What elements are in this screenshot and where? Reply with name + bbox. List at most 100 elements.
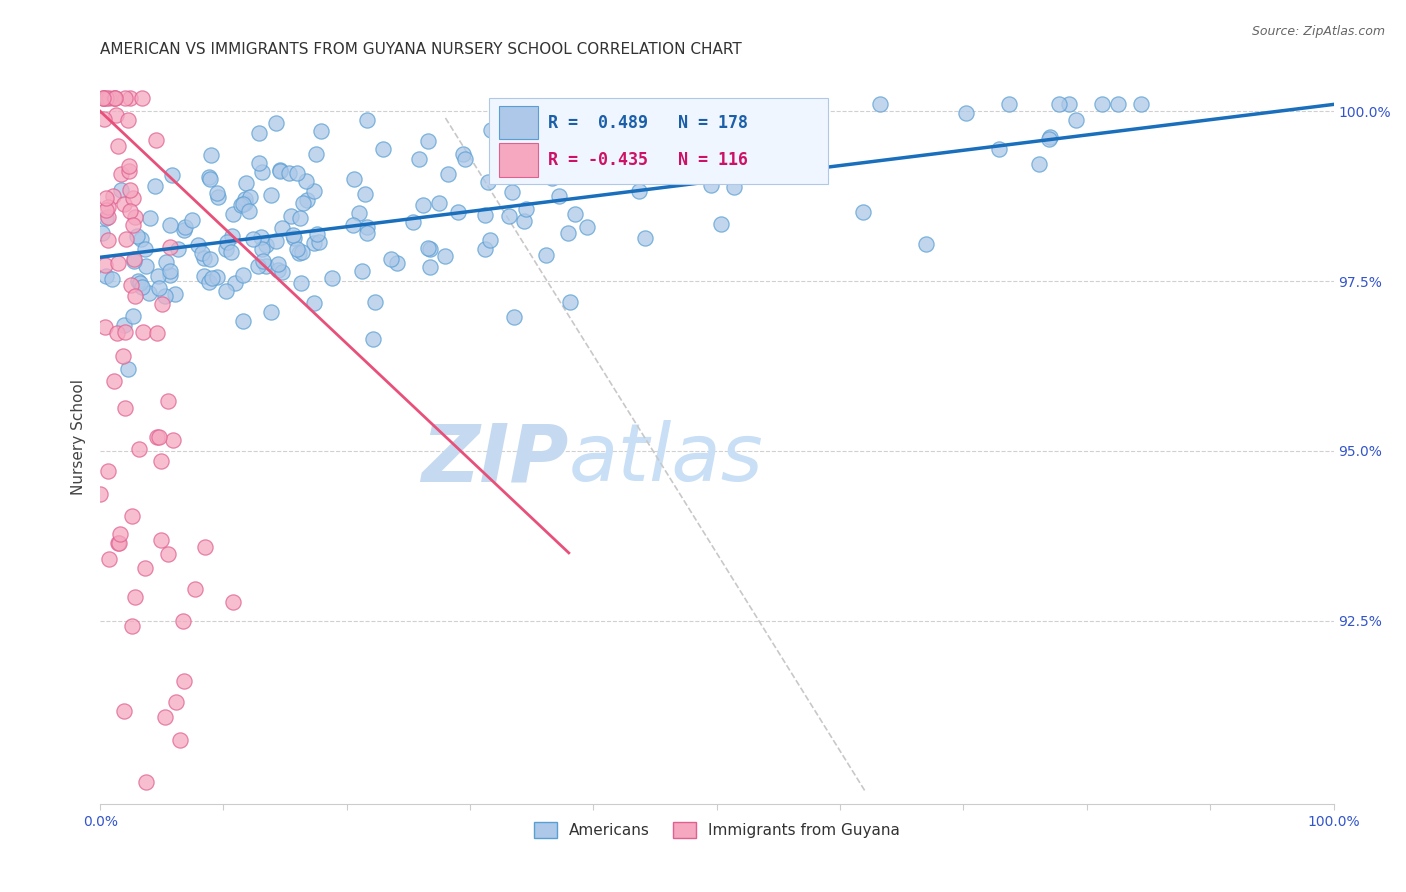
Point <box>149 533 172 547</box>
Point <box>97 551 120 566</box>
Point <box>269 163 291 178</box>
FancyBboxPatch shape <box>499 143 538 177</box>
Point <box>501 185 523 199</box>
Point <box>91 227 114 241</box>
Point <box>513 214 536 228</box>
Point <box>129 232 152 246</box>
Point <box>354 186 377 201</box>
Point <box>97 200 120 214</box>
Point <box>785 166 807 180</box>
Point <box>249 229 271 244</box>
Y-axis label: Nursery School: Nursery School <box>72 379 86 495</box>
Point <box>555 157 578 171</box>
Point <box>180 213 202 227</box>
Point <box>232 196 254 211</box>
Text: atlas: atlas <box>569 420 763 499</box>
Point <box>114 401 136 415</box>
Point <box>134 561 156 575</box>
Point <box>118 164 141 178</box>
Point <box>288 245 311 260</box>
Point <box>249 126 271 140</box>
Point <box>412 198 434 212</box>
Point <box>987 141 1010 155</box>
Point <box>159 218 181 232</box>
Point <box>183 582 205 596</box>
Point <box>1064 113 1087 128</box>
Point <box>321 271 343 285</box>
Text: ZIP: ZIP <box>422 420 569 499</box>
Point <box>252 254 274 268</box>
Point <box>285 166 308 180</box>
Point <box>117 112 139 127</box>
Point <box>955 106 977 120</box>
Point <box>155 289 177 303</box>
Point <box>104 90 127 104</box>
Point <box>122 310 145 324</box>
Point <box>91 90 114 104</box>
Point <box>207 190 229 204</box>
Point <box>536 163 558 178</box>
Point <box>1107 97 1129 112</box>
Point <box>710 217 733 231</box>
Point <box>495 106 517 120</box>
Point <box>271 220 294 235</box>
Point <box>162 168 184 182</box>
Point <box>254 259 277 273</box>
Point <box>242 232 264 246</box>
Point <box>616 168 638 182</box>
Point <box>557 226 579 240</box>
Point <box>172 614 194 628</box>
Point <box>94 211 117 226</box>
Point <box>418 241 440 255</box>
Point <box>534 248 557 262</box>
Point <box>114 325 136 339</box>
Point <box>451 146 474 161</box>
Point <box>112 349 135 363</box>
Point <box>277 166 299 180</box>
Point <box>219 244 242 259</box>
Point <box>221 207 243 221</box>
Point <box>193 268 215 283</box>
Point <box>118 90 141 104</box>
Point <box>193 251 215 265</box>
Point <box>713 140 735 154</box>
Point <box>108 526 131 541</box>
Point <box>433 249 456 263</box>
Point <box>270 265 292 279</box>
Point <box>246 260 269 274</box>
Point <box>94 258 117 272</box>
Point <box>558 295 581 310</box>
Point <box>120 183 142 197</box>
Point <box>295 174 318 188</box>
Point <box>124 254 146 268</box>
Point <box>104 90 127 104</box>
Point <box>112 197 135 211</box>
Point <box>292 195 315 210</box>
Point <box>260 188 283 202</box>
Point <box>233 192 256 206</box>
Point <box>107 536 129 550</box>
Point <box>356 226 378 240</box>
Point <box>361 332 384 346</box>
Point <box>146 430 169 444</box>
Point <box>229 198 252 212</box>
Point <box>114 90 136 104</box>
Point <box>134 242 156 256</box>
Point <box>575 220 598 235</box>
Point <box>120 204 142 219</box>
Point <box>94 90 117 104</box>
Point <box>93 90 115 104</box>
Point <box>1028 156 1050 170</box>
Point <box>198 169 221 184</box>
Point <box>347 205 370 219</box>
Point <box>97 211 120 225</box>
Point <box>167 242 190 256</box>
Point <box>103 90 125 104</box>
Point <box>215 285 238 299</box>
Point <box>131 90 153 104</box>
Point <box>198 172 221 186</box>
Point <box>305 146 328 161</box>
Point <box>371 142 394 156</box>
Point <box>702 105 724 120</box>
Point <box>121 618 143 632</box>
